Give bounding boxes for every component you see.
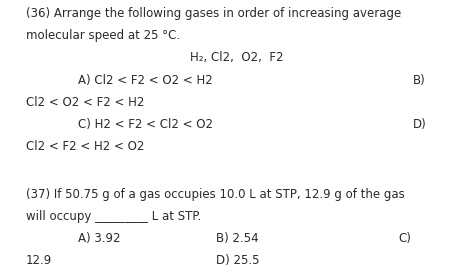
Text: C) H2 < F2 < Cl2 < O2: C) H2 < F2 < Cl2 < O2 xyxy=(78,118,213,131)
Text: (36) Arrange the following gases in order of increasing average: (36) Arrange the following gases in orde… xyxy=(26,7,401,20)
Text: A) 3.92: A) 3.92 xyxy=(78,232,121,245)
Text: A) Cl2 < F2 < O2 < H2: A) Cl2 < F2 < O2 < H2 xyxy=(78,74,213,87)
Text: Cl2 < F2 < H2 < O2: Cl2 < F2 < H2 < O2 xyxy=(26,140,145,153)
Text: 12.9: 12.9 xyxy=(26,254,52,267)
Text: D) 25.5: D) 25.5 xyxy=(216,254,259,267)
Text: Cl2 < O2 < F2 < H2: Cl2 < O2 < F2 < H2 xyxy=(26,96,145,109)
Text: C): C) xyxy=(398,232,411,245)
Text: B) 2.54: B) 2.54 xyxy=(216,232,258,245)
Text: will occupy _________ L at STP.: will occupy _________ L at STP. xyxy=(26,210,201,223)
Text: H₂, Cl2,  O2,  F2: H₂, Cl2, O2, F2 xyxy=(190,51,284,64)
Text: D): D) xyxy=(412,118,426,131)
Text: B): B) xyxy=(412,74,425,87)
Text: (37) If 50.75 g of a gas occupies 10.0 L at STP, 12.9 g of the gas: (37) If 50.75 g of a gas occupies 10.0 L… xyxy=(26,188,405,201)
Text: molecular speed at 25 °C.: molecular speed at 25 °C. xyxy=(26,29,180,42)
